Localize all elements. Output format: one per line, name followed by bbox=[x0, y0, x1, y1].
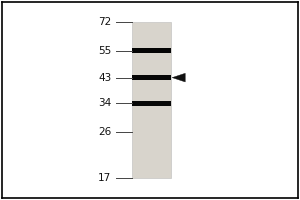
Bar bbox=[132, 101, 171, 106]
Text: 72: 72 bbox=[98, 17, 112, 27]
Bar bbox=[132, 75, 171, 80]
Text: 34: 34 bbox=[98, 98, 112, 108]
Text: 26: 26 bbox=[98, 127, 112, 137]
Text: 43: 43 bbox=[98, 73, 112, 83]
Polygon shape bbox=[172, 73, 185, 82]
Bar bbox=[132, 48, 171, 53]
Bar bbox=[132, 22, 171, 178]
Text: 55: 55 bbox=[98, 46, 112, 56]
Text: 17: 17 bbox=[98, 173, 112, 183]
